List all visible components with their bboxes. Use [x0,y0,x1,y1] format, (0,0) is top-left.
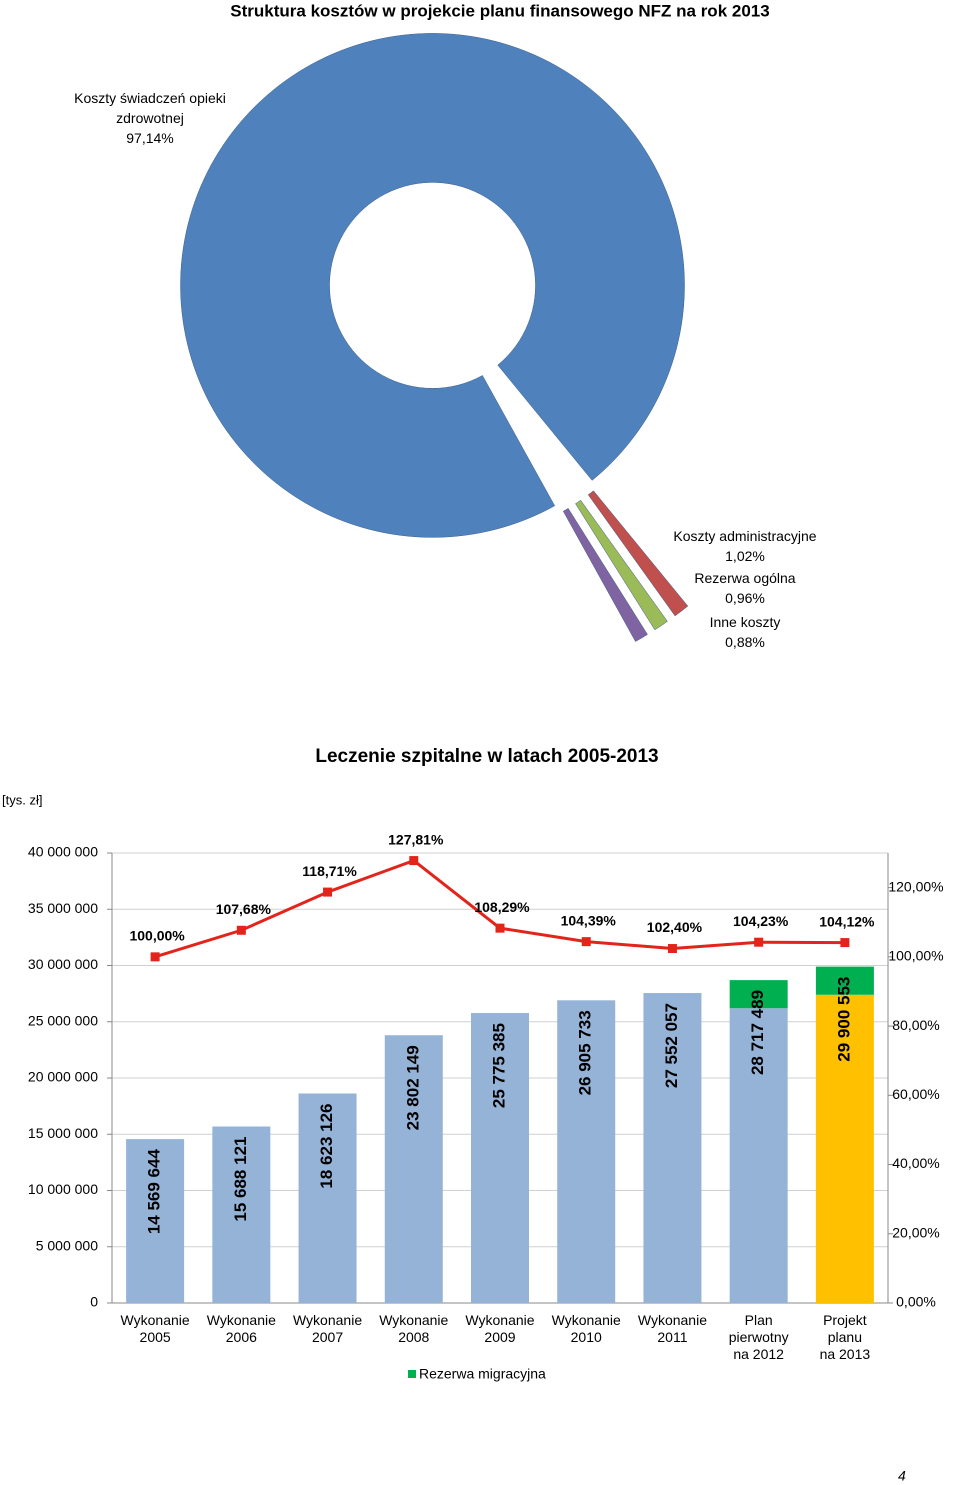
pie-slice [180,33,685,538]
line-marker [754,937,764,947]
x-tick-label: Wykonanie 2008 [379,1312,449,1345]
line-marker [667,944,677,954]
bar [126,1139,185,1303]
total-label: 28 717 489 [748,990,767,1075]
legend-label: Rezerwa migracyjna [419,1366,546,1382]
bar [643,993,702,1303]
line-marker [150,952,160,962]
x-tick-label: Plan pierwotny na 2012 [728,1312,789,1362]
total-label: 23 802 149 [403,1045,422,1130]
pie-slice [575,499,668,631]
total-label: 29 900 553 [834,977,853,1062]
line-value-label: 102,40% [647,919,703,935]
y-axis-label: [tys. zł] [2,792,42,807]
y-tick-label: 40 000 000 [28,844,98,860]
bar [384,1035,443,1303]
x-tick-label: Wykonanie 2011 [637,1312,707,1345]
line-value-label: 104,39% [561,912,617,928]
y2-tick-label: 0,00% [896,1294,936,1310]
total-label: 18 623 126 [317,1103,336,1188]
total-label: 15 688 121 [231,1137,250,1222]
line-marker [495,923,505,933]
line-marker [409,856,419,866]
bar [815,994,874,1303]
slice-category: Rezerwa ogólna [694,570,796,586]
y-tick-label: 30 000 000 [28,956,98,972]
pie-slice [562,507,648,642]
total-label: 27 552 057 [662,1003,681,1088]
bar [729,980,788,1009]
x-tick-label: Projekt planu na 2013 [819,1312,871,1362]
slice-value: 0,96% [725,590,765,606]
bar [212,1126,271,1303]
slice-category: Koszty świadczeń opieki zdrowotnej [74,90,226,126]
bar [298,1093,357,1303]
bar [729,1008,788,1303]
x-tick-label: Wykonanie 2005 [120,1312,190,1345]
slice-label: Koszty administracyjne 1,02% [645,526,845,566]
y-tick-label: 10 000 000 [28,1181,98,1197]
line-marker [840,938,850,948]
y-tick-label: 35 000 000 [28,900,98,916]
y2-tick-label: 60,00% [892,1086,939,1102]
y2-tick-label: 100,00% [888,948,943,964]
slice-value: 1,02% [725,548,765,564]
page-number: 4 [898,1468,906,1484]
line-value-label: 118,71% [302,863,357,879]
total-label: 25 775 385 [489,1023,508,1108]
total-label: 26 905 733 [576,1010,595,1095]
slice-label: Koszty świadczeń opieki zdrowotnej 97,14% [65,88,235,148]
bar [471,1013,529,1303]
slice-label: Inne koszty 0,88% [645,612,845,652]
bar [815,966,874,995]
y2-tick-label: 20,00% [892,1224,939,1240]
y-tick-label: 15 000 000 [28,1125,98,1141]
line-value-label: 108,29% [474,899,530,915]
line-marker [323,887,333,897]
line-marker [581,937,591,947]
x-tick-label: Wykonanie 2010 [551,1312,621,1345]
slice-label: Rezerwa ogólna 0,96% [645,568,845,608]
slice-category: Inne koszty [709,614,781,630]
y2-tick-label: 120,00% [888,878,943,894]
slice-category: Koszty administracyjne [673,528,817,544]
slice-value: 0,88% [725,634,765,650]
y-tick-label: 25 000 000 [28,1012,98,1028]
line-value-label: 107,68% [216,901,272,917]
line-value-label: 100,00% [129,928,185,944]
line-value-label: 104,12% [819,913,875,929]
x-tick-label: Wykonanie 2007 [292,1312,363,1345]
x-tick-label: Wykonanie 2006 [206,1312,276,1345]
x-tick-label: Wykonanie 2009 [465,1312,535,1345]
legend-swatch [408,1370,416,1378]
slice-value: 97,14% [126,130,174,146]
y2-tick-label: 80,00% [892,1017,939,1033]
y-tick-label: 0 [90,1294,98,1310]
pie-title: Struktura kosztów w projekcie planu fina… [230,1,769,20]
line-value-label: 104,23% [733,913,789,929]
total-label: 14 569 644 [145,1149,164,1235]
y-tick-label: 20 000 000 [28,1069,98,1085]
combo-title: Leczenie szpitalne w latach 2005-2013 [315,746,658,767]
y2-tick-label: 40,00% [892,1155,939,1171]
pie-slice [587,490,689,617]
y-tick-label: 5 000 000 [36,1237,98,1253]
bar [557,1000,616,1303]
line-value-label: 127,81% [388,831,444,847]
line-marker [236,925,246,935]
